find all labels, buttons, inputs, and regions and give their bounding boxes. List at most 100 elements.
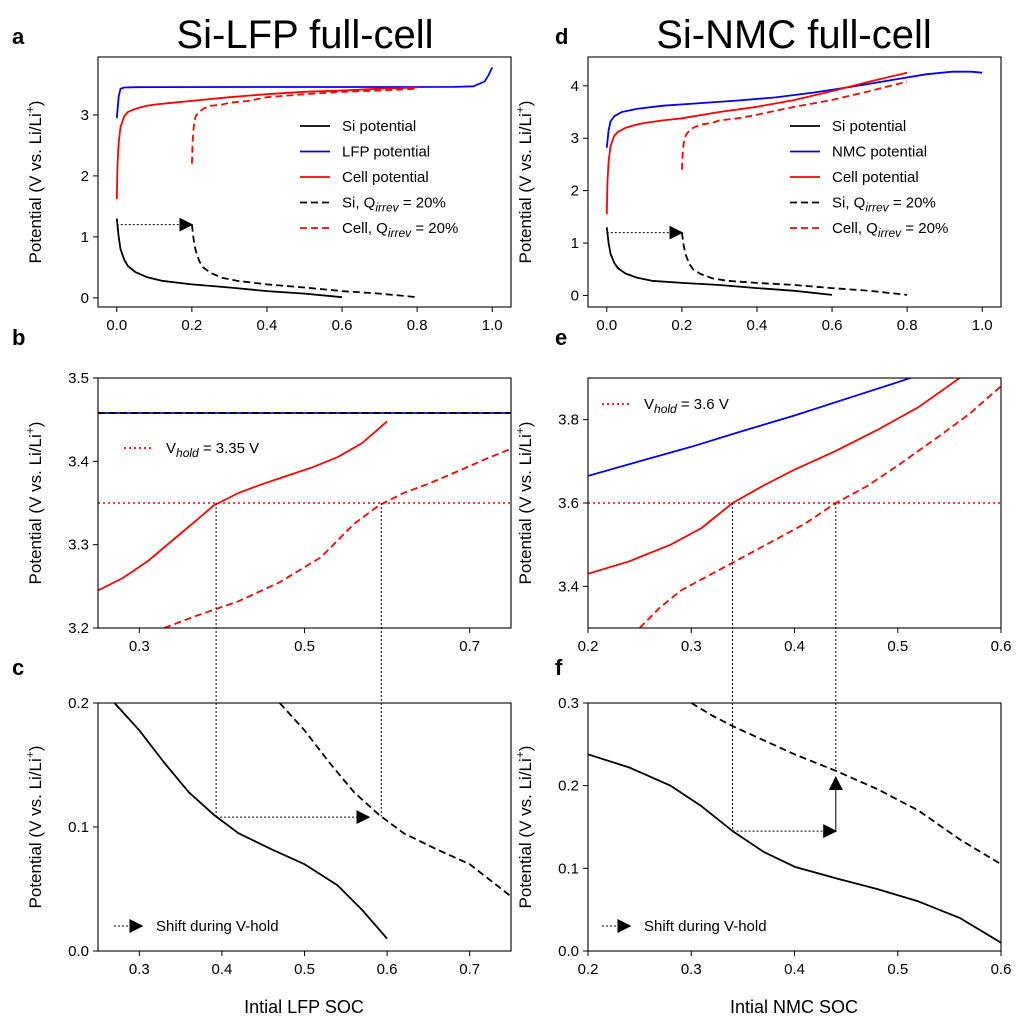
- x-tick-label: 0.0: [106, 317, 127, 334]
- legend-label: NMC potential: [832, 144, 927, 161]
- x-tick-label: 0.2: [671, 317, 692, 334]
- series-line-2: [98, 420, 388, 592]
- xlabel-right: Intial NMC SOC: [730, 997, 858, 1017]
- panel-letter-c: c: [12, 655, 24, 680]
- y-tick-label: 0.1: [558, 860, 579, 877]
- x-tick-label: 0.4: [211, 961, 232, 978]
- x-tick-label: 1.0: [972, 317, 993, 334]
- y-tick-label: 3: [81, 107, 89, 124]
- x-tick-label: 0.5: [887, 638, 908, 655]
- panel-letter-e: e: [555, 325, 567, 350]
- y-tick-label: 3.2: [68, 620, 89, 637]
- series-line-4: [681, 80, 908, 170]
- x-tick-label: 0.7: [459, 961, 480, 978]
- x-tick-label: 0.4: [747, 317, 768, 334]
- plot-area: [588, 703, 1001, 944]
- series-line-0: [605, 227, 833, 296]
- plot-frame: [587, 702, 1002, 952]
- legend-label: Si, Qirrev = 20%: [342, 195, 446, 215]
- legend-label: Si potential: [832, 118, 906, 135]
- x-tick-label: 0.2: [181, 317, 202, 334]
- series-line-4: [191, 87, 418, 164]
- x-tick-label: 0.2: [578, 638, 599, 655]
- y-tick-label: 1: [571, 235, 579, 252]
- legend-label: Vhold = 3.35 V: [166, 440, 259, 460]
- legend-entry: Cell potential: [300, 169, 429, 186]
- y-tick-label: 0.2: [558, 778, 579, 795]
- x-tick-label: 0.5: [294, 961, 315, 978]
- legend-entry: LFP potential: [300, 144, 430, 161]
- x-tick-label: 0.7: [459, 638, 480, 655]
- legend-label: Shift during V-hold: [156, 918, 279, 935]
- plot-area: [113, 703, 511, 940]
- y-tick-label: 3.5: [68, 370, 89, 387]
- series-line-2: [638, 385, 1001, 628]
- y-tick-label: 4: [571, 78, 579, 95]
- legend-label: Si, Qirrev = 20%: [832, 195, 936, 215]
- legend-entry: Si potential: [790, 118, 906, 135]
- series-line-1: [605, 70, 983, 148]
- legend-label: Cell potential: [832, 169, 919, 186]
- series-line-1: [588, 378, 961, 575]
- legend-entry: Si, Qirrev = 20%: [300, 195, 446, 215]
- legend-label: Shift during V-hold: [644, 918, 767, 935]
- series-line-0: [588, 378, 913, 477]
- y-tick-label: 0.1: [68, 819, 89, 836]
- x-tick-label: 0.0: [596, 317, 617, 334]
- legend-label: Si potential: [342, 118, 416, 135]
- legend-label: LFP potential: [342, 144, 430, 161]
- x-tick-label: 0.3: [681, 638, 702, 655]
- y-axis-label: Potential (V vs. Li/Li+): [23, 101, 45, 264]
- x-tick-label: 1.0: [482, 317, 503, 334]
- legend-label: Cell potential: [342, 169, 429, 186]
- y-tick-label: 2: [571, 183, 579, 200]
- x-tick-label: 0.5: [294, 638, 315, 655]
- series-line-3: [681, 232, 908, 296]
- panel-f: Potential (V vs. Li/Li+) 0.2 0.3 0.4 0.5 0.6 0…: [513, 695, 1011, 978]
- legend-entry: Vhold = 3.6 V: [602, 396, 729, 416]
- plot-area: [115, 67, 494, 299]
- x-tick-label: 0.6: [822, 317, 843, 334]
- legend-entry: Si potential: [300, 118, 416, 135]
- x-tick-label: 0.6: [991, 961, 1012, 978]
- title-right: Si-NMC full-cell: [656, 13, 932, 57]
- legend-entry: NMC potential: [790, 144, 927, 161]
- x-tick-label: 0.3: [129, 961, 150, 978]
- y-tick-label: 2: [81, 168, 89, 185]
- y-tick-label: 0.3: [558, 695, 579, 712]
- plot-frame: [587, 56, 1002, 308]
- y-tick-label: 3.3: [68, 537, 89, 554]
- legend-entry: Si, Qirrev = 20%: [790, 195, 936, 215]
- x-tick-label: 0.8: [407, 317, 428, 334]
- legend-entry: Vhold = 3.35 V: [124, 440, 259, 460]
- series-line-0: [113, 703, 388, 940]
- panel-b: Potential (V vs. Li/Li+) 0.3 0.5 0.7 3.2 3.3 3…: [23, 370, 512, 655]
- series-line-1: [690, 703, 1001, 865]
- x-tick-label: 0.6: [377, 961, 398, 978]
- panel-letter-b: b: [12, 325, 25, 350]
- panel-letter-f: f: [555, 655, 563, 680]
- y-tick-label: 3: [571, 130, 579, 147]
- y-axis-label: Potential (V vs. Li/Li+): [513, 746, 535, 909]
- legend-entry: Cell, Qirrev = 20%: [790, 220, 948, 240]
- legend-entry: Cell potential: [790, 169, 919, 186]
- series-line-0: [588, 753, 1001, 944]
- y-axis-label: Potential (V vs. Li/Li+): [23, 746, 45, 909]
- plot-frame: [587, 377, 1002, 629]
- series-line-2: [115, 86, 418, 200]
- series-line-3: [163, 447, 511, 628]
- x-tick-label: 0.3: [129, 638, 150, 655]
- cross-panel-guides: [215, 503, 837, 832]
- plot-area: [98, 412, 511, 628]
- x-tick-label: 0.4: [257, 317, 278, 334]
- y-axis-label: Potential (V vs. Li/Li+): [513, 422, 535, 585]
- plot-frame: [97, 702, 512, 952]
- y-axis-label: Potential (V vs. Li/Li+): [513, 101, 535, 264]
- y-tick-label: 3.4: [68, 453, 89, 470]
- xlabel-left: Intial LFP SOC: [244, 997, 364, 1017]
- panel-c: Potential (V vs. Li/Li+) 0.3 0.4 0.5 0.6 0.7 0…: [23, 695, 512, 978]
- x-tick-label: 0.2: [578, 961, 599, 978]
- y-tick-label: 0: [81, 290, 89, 307]
- panel-d: Potential (V vs. Li/Li+) 0.0 0.2 0.4 0.6 0.8 1…: [513, 56, 1002, 334]
- y-tick-label: 0.2: [68, 695, 89, 712]
